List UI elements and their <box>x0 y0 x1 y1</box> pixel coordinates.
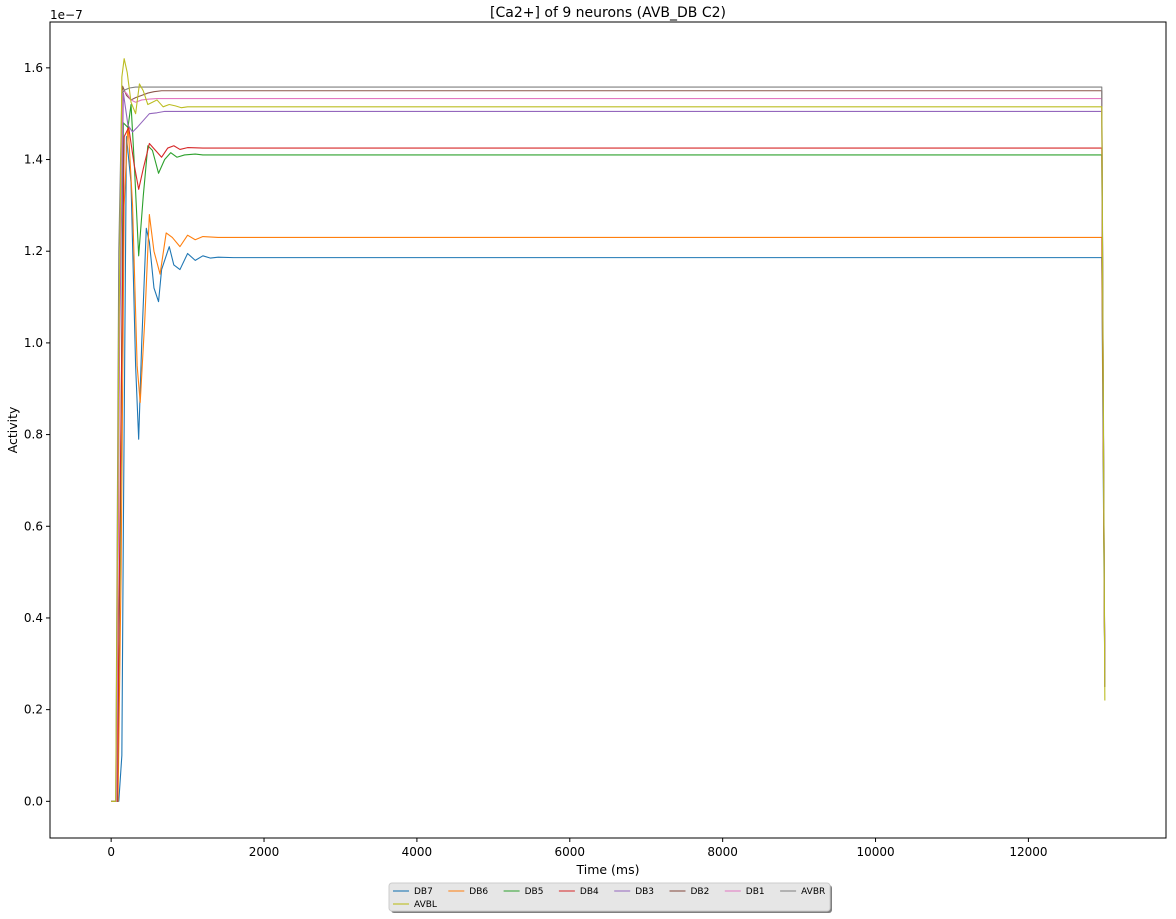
y-tick-label: 1.2 <box>24 244 43 258</box>
legend-label-avbr: AVBR <box>801 887 825 897</box>
y-axis-offset-label: 1e−7 <box>50 8 83 22</box>
chart-title: [Ca2+] of 9 neurons (AVB_DB C2) <box>490 5 726 21</box>
series-line-db4 <box>111 126 1106 802</box>
x-axis: 0 2000 4000 6000 8000 10000 12000 <box>107 838 1048 859</box>
y-tick-label: 0.2 <box>24 703 43 717</box>
axes-frame <box>49 21 1167 839</box>
x-tick-label: 12000 <box>1009 845 1047 859</box>
y-tick-label: 1.4 <box>24 153 43 167</box>
series-line-db7 <box>111 136 1106 802</box>
legend: DB7 DB6 DB5 DB4 DB3 DB2 DB1 AVBR AVBL <box>388 882 832 913</box>
y-axis-label: Activity <box>5 406 20 453</box>
plot-area <box>111 58 1106 802</box>
series-line-db1 <box>111 90 1106 802</box>
y-axis: 0.0 0.2 0.4 0.6 0.8 1.0 1.2 1.4 1.6 <box>24 61 50 808</box>
x-tick-label: 0 <box>107 845 115 859</box>
series-line-db5 <box>111 103 1106 802</box>
y-tick-label: 0.6 <box>24 519 43 533</box>
x-tick-label: 2000 <box>249 845 280 859</box>
legend-label-db5: DB5 <box>525 887 544 897</box>
legend-label-db6: DB6 <box>469 887 488 897</box>
legend-label-db3: DB3 <box>635 887 654 897</box>
legend-label-db4: DB4 <box>580 887 599 897</box>
series-line-db6 <box>111 122 1106 802</box>
x-tick-label: 6000 <box>555 845 586 859</box>
series-line-avbr <box>111 86 1106 802</box>
x-tick-label: 8000 <box>707 845 738 859</box>
legend-label-db7: DB7 <box>414 887 433 897</box>
y-tick-label: 0.0 <box>24 794 43 808</box>
y-tick-label: 0.8 <box>24 428 43 442</box>
x-axis-label: Time (ms) <box>575 862 639 877</box>
series-line-db2 <box>111 85 1106 802</box>
legend-label-avbl: AVBL <box>414 900 437 910</box>
legend-label-db1: DB1 <box>746 887 765 897</box>
legend-box <box>388 882 831 912</box>
x-tick-label: 10000 <box>856 845 894 859</box>
y-tick-label: 1.6 <box>24 61 43 75</box>
series-line-db3 <box>111 92 1106 802</box>
series-line-avbl <box>111 58 1106 802</box>
legend-label-db2: DB2 <box>691 887 710 897</box>
y-tick-label: 1.0 <box>24 336 43 350</box>
x-tick-label: 4000 <box>402 845 433 859</box>
y-tick-label: 0.4 <box>24 611 43 625</box>
